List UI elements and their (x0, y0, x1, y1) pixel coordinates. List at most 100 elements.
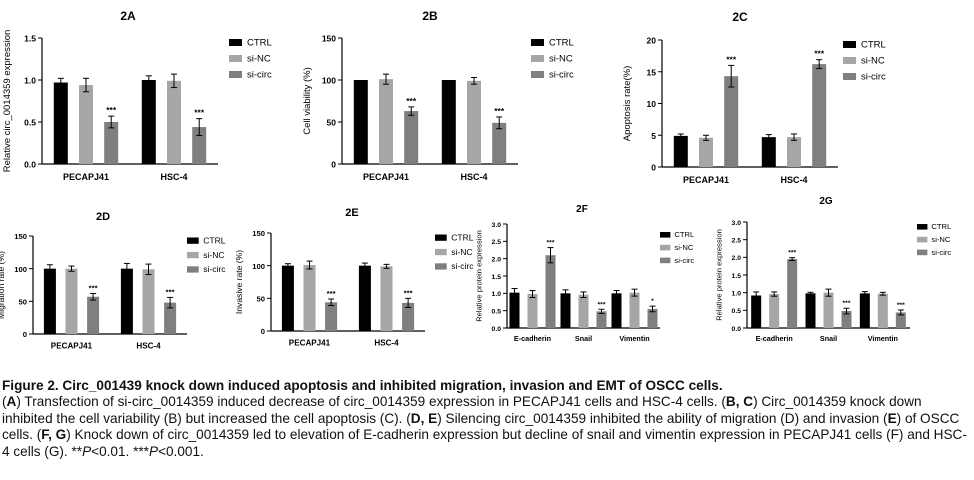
x-tick-label: E-cadherin (756, 334, 793, 343)
y-axis-label: Relative protein expression (714, 229, 723, 321)
y-tick-label: 1.5 (24, 34, 36, 44)
legend-label: si-NC (247, 54, 271, 65)
x-tick-label: HSC-4 (460, 172, 487, 182)
legend-swatch (435, 234, 447, 241)
bar-si-nc-pecapj41 (65, 268, 78, 334)
y-tick-label: 2.0 (732, 255, 742, 262)
y-tick-label: 1.0 (24, 76, 36, 86)
caption-title: Figure 2. Circ_001439 knock down induced… (2, 378, 723, 393)
chart-title: 2B (422, 9, 438, 23)
legend-label: si-NC (451, 247, 472, 257)
chart-panel-2c: 2C 0 5 10 15 20 Apoptosis rate(%) *** PECAPJ41 **… (622, 10, 886, 185)
chart-panel-2e: 2E 0 50 100 150 Invasive rate (%) *** PECAPJ41 *… (234, 207, 474, 347)
bar-ctrl-pecapj41 (43, 268, 56, 334)
significance-label: *** (547, 240, 555, 247)
y-tick-label: 0.0 (732, 326, 742, 333)
bar-ctrl-pecapj41 (53, 82, 68, 164)
bar-ctrl-snail (560, 293, 571, 328)
y-axis-label: Relative protein expression (474, 230, 483, 322)
chart-panel-2a: 2A 0.0 0.5 1.0 1.5 Relative circ_0014359 expr… (2, 9, 272, 182)
legend-swatch (435, 248, 447, 256)
y-tick-label: 0.5 (732, 308, 742, 315)
bar-si-circ-e-cadherin (545, 255, 556, 328)
bar-si-circ-vimentin (895, 312, 906, 328)
legend-swatch (660, 257, 671, 264)
bar-si-circ-hsc-4 (812, 64, 827, 167)
bar-si-nc-hsc-4 (167, 80, 181, 164)
significance-label: *** (166, 287, 175, 296)
bar-ctrl-vimentin (859, 293, 870, 328)
legend-swatch (660, 232, 671, 238)
legend-swatch (531, 39, 544, 46)
significance-label: *** (327, 289, 336, 298)
y-tick-label: 150 (14, 232, 27, 241)
x-tick-label: PECAPJ41 (289, 338, 331, 347)
legend-swatch (187, 237, 199, 244)
chart-panel-2f: 2F 0.0 0.5 1.0 1.5 2.0 2.5 3.0 Relative protein … (474, 204, 694, 343)
y-tick-label: 10 (647, 99, 657, 109)
y-tick-label: 0 (261, 327, 265, 336)
caption-text: ) Circ_0014359 knock down inhibited the … (2, 394, 922, 426)
significance-label: *** (726, 54, 737, 64)
legend-swatch (917, 249, 928, 256)
caption-text: ) Silencing circ_0014359 inhibited the a… (437, 410, 888, 426)
significance-label: *** (89, 283, 98, 292)
y-tick-label: 150 (322, 34, 336, 44)
chart-panel-2g: 2G 0.0 0.5 1.0 1.5 2.0 2.5 3.0 Relative protein … (714, 196, 951, 343)
bar-ctrl-hsc-4 (441, 80, 456, 164)
y-axis-label: Migration rate (%) (0, 251, 6, 319)
bar-si-nc-pecapj41 (303, 265, 316, 331)
legend-swatch (229, 39, 242, 46)
bar-si-circ-hsc-4 (402, 302, 415, 331)
bar-si-nc-e-cadherin (527, 294, 538, 328)
significance-label: *** (814, 49, 825, 59)
x-tick-label: PECAPJ41 (63, 172, 109, 182)
legend-swatch (229, 71, 242, 78)
y-axis-label: Relative circ_0014359 expression (2, 30, 13, 173)
x-tick-label: Snail (820, 334, 837, 343)
legend-swatch (435, 263, 447, 270)
y-tick-label: 1.5 (732, 273, 742, 280)
x-tick-label: HSC-4 (136, 341, 161, 350)
y-tick-label: 50 (19, 297, 28, 306)
legend-label: CTRL (203, 235, 226, 245)
figure-panels: 2A 0.0 0.5 1.0 1.5 Relative circ_0014359 expr… (0, 9, 951, 350)
y-tick-label: 5 (651, 131, 656, 141)
significance-label: *** (897, 302, 905, 309)
significance-label: *** (194, 108, 205, 118)
legend-swatch (531, 71, 544, 78)
x-tick-label: HSC-4 (780, 175, 807, 185)
chart-panel-2b: 2B 0 50 100 150 Cell viability (%) *** PECAPJ41… (302, 9, 574, 182)
chart-title: 2F (576, 204, 588, 215)
x-tick-label: Snail (575, 334, 592, 343)
bar-si-circ-snail (841, 311, 852, 328)
bar-ctrl-hsc-4 (141, 80, 156, 164)
significance-label: *** (406, 96, 417, 106)
y-tick-label: 1.0 (732, 290, 742, 297)
bar-si-circ-hsc-4 (192, 127, 207, 164)
caption-text: ) of OSCC cells. ( (2, 410, 960, 443)
caption-text: ( (2, 394, 7, 410)
y-tick-label: 0.5 (24, 118, 36, 128)
x-tick-label: HSC-4 (160, 172, 187, 182)
bar-si-nc-hsc-4 (787, 137, 801, 167)
caption-text: ) Knock down of circ_0014359 led to elev… (2, 427, 967, 459)
y-tick-label: 0.0 (24, 160, 36, 170)
bar-ctrl-pecapj41 (673, 135, 688, 167)
legend-swatch (660, 244, 671, 251)
bar-si-circ-snail (596, 311, 607, 328)
y-tick-label: 150 (252, 229, 265, 238)
y-axis-label: Apoptosis rate(%) (622, 66, 633, 142)
legend-swatch (843, 57, 856, 64)
caption-ref: F, G (41, 427, 67, 443)
y-tick-label: 15 (647, 67, 657, 77)
bar-ctrl-pecapj41 (281, 265, 294, 331)
bar-si-nc-pecapj41 (379, 79, 393, 164)
bar-si-circ-hsc-4 (164, 302, 177, 334)
caption-body: (A) Transfection of si-circ_0014359 indu… (2, 394, 972, 460)
bar-si-nc-hsc-4 (142, 269, 155, 334)
bar-si-circ-pecapj41 (404, 111, 419, 164)
legend-label: si-circ (247, 70, 272, 81)
legend-swatch (229, 55, 242, 62)
bar-si-circ-pecapj41 (104, 122, 119, 164)
